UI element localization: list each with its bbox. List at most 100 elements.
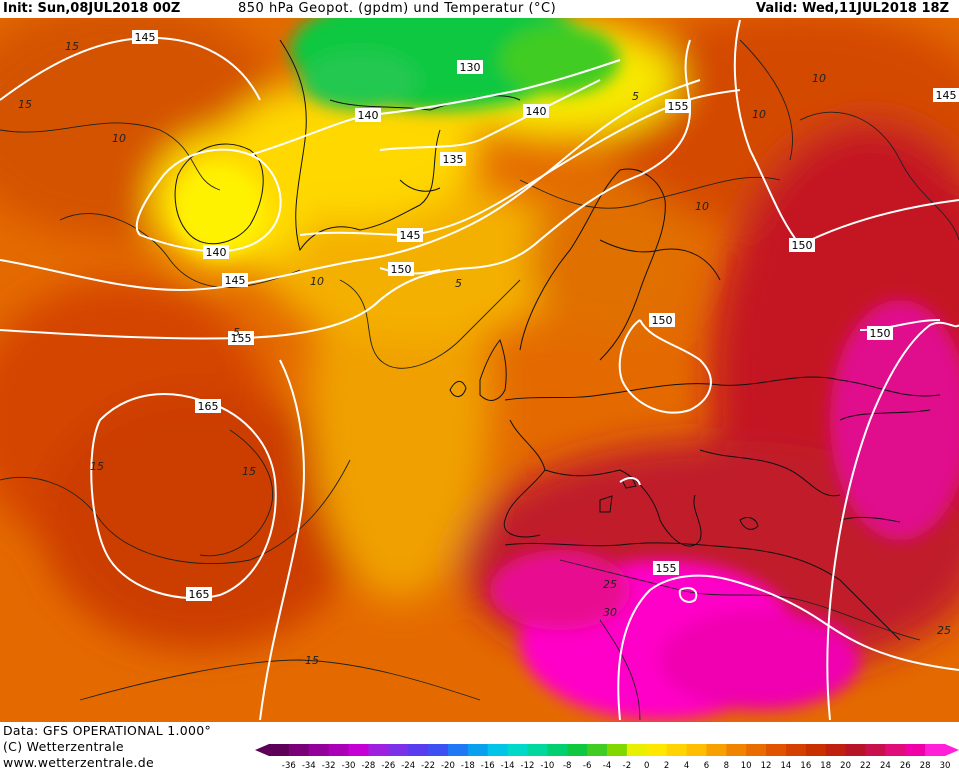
colorbar-tick-label: -32 bbox=[322, 761, 336, 770]
colorbar-tick-label: 12 bbox=[761, 761, 772, 770]
colorbar-left-arrow bbox=[255, 744, 269, 756]
colorbar-ticks: -36 -34 -32 -30 -28 -26 -24 -22 -20 -18 -16 -14 -12-… bbox=[282, 761, 951, 770]
init-time: Init: Sun,08JUL2018 00Z bbox=[3, 1, 181, 16]
geopotential-label: 140 bbox=[203, 245, 229, 259]
colorbar-tick-label: -22 bbox=[421, 761, 435, 770]
colorbar-tick-label: 30 bbox=[940, 761, 951, 770]
temperature-label: 10 bbox=[812, 72, 826, 85]
geopotential-label: 150 bbox=[388, 262, 414, 276]
colorbar-swatch bbox=[845, 744, 866, 756]
geopotential-isohypses bbox=[0, 19, 959, 721]
geopotential-label: 150 bbox=[789, 238, 815, 252]
temperature-label: 15 bbox=[305, 654, 319, 667]
valid-time: Valid: Wed,11JUL2018 18Z bbox=[756, 1, 949, 16]
temperature-label: 30 bbox=[603, 606, 617, 619]
copyright-text: (C) Wetterzentrale bbox=[3, 739, 124, 754]
colorbar-tick-label: 14 bbox=[781, 761, 792, 770]
svg-text:155: 155 bbox=[231, 332, 252, 345]
temperature-label: 25 bbox=[937, 624, 951, 637]
svg-text:130: 130 bbox=[460, 61, 481, 74]
geopotential-label: 145 bbox=[397, 228, 423, 242]
colorbar-tick-label: 24 bbox=[880, 761, 891, 770]
colorbar-swatch bbox=[825, 744, 847, 756]
geopotential-label: 165 bbox=[186, 587, 212, 601]
colorbar-swatch bbox=[905, 744, 926, 756]
colorbar-tick-label: 10 bbox=[741, 761, 752, 770]
geopotential-label: 150 bbox=[649, 313, 675, 327]
geopotential-label: 165 bbox=[195, 399, 221, 413]
colorbar-tick-label: 4 bbox=[684, 761, 689, 770]
colorbar-tick-label: 20 bbox=[840, 761, 851, 770]
colorbar-tick-label: 26 bbox=[900, 761, 911, 770]
colorbar-tick-label: -24 bbox=[401, 761, 415, 770]
temperature-label: 5 bbox=[455, 277, 462, 290]
geopotential-label: 145 bbox=[132, 30, 158, 44]
temperature-label: 10 bbox=[112, 132, 126, 145]
geopotential-label-group: 145 130 140 140 155 135 145 150 140 145 … bbox=[132, 30, 959, 601]
colorbar-tick-label: 2 bbox=[664, 761, 669, 770]
temperature-colorbar: -36 -34 -32 -30 -28 -26 -24 -22 -20 -18 -16 -14 -12-… bbox=[255, 744, 959, 770]
colorbar-tick-label: 18 bbox=[820, 761, 831, 770]
temperature-label: 5 bbox=[233, 326, 240, 339]
geopotential-label: 140 bbox=[355, 108, 381, 122]
temperature-label: 10 bbox=[310, 275, 324, 288]
colorbar-tick-label: -26 bbox=[381, 761, 395, 770]
colorbar-tick-label: -14 bbox=[501, 761, 515, 770]
colorbar-swatch bbox=[269, 744, 290, 756]
website-url: www.wetterzentrale.de bbox=[3, 755, 154, 770]
colorbar-tick-label: 28 bbox=[920, 761, 931, 770]
weather-map: 145 130 140 140 155 135 145 150 140 145 … bbox=[0, 18, 959, 722]
svg-text:145: 145 bbox=[225, 274, 246, 287]
colorbar-swatches bbox=[255, 744, 959, 756]
colorbar-swatch bbox=[925, 744, 946, 756]
colorbar-swatch bbox=[726, 744, 747, 756]
colorbar-swatch bbox=[368, 744, 389, 756]
colorbar-swatch bbox=[885, 744, 906, 756]
colorbar-swatch bbox=[587, 744, 608, 756]
temperature-label: 10 bbox=[695, 200, 709, 213]
geopotential-label: 140 bbox=[523, 104, 549, 118]
svg-text:145: 145 bbox=[936, 89, 957, 102]
colorbar-swatch bbox=[666, 744, 688, 756]
colorbar-swatch bbox=[288, 744, 310, 756]
colorbar-tick-label: 16 bbox=[800, 761, 811, 770]
colorbar-swatch bbox=[706, 744, 727, 756]
colorbar-swatch bbox=[428, 744, 449, 756]
svg-text:150: 150 bbox=[870, 327, 891, 340]
svg-text:140: 140 bbox=[206, 246, 227, 259]
temperature-isotherms bbox=[0, 39, 959, 721]
colorbar-swatch bbox=[607, 744, 628, 756]
colorbar-right-arrow bbox=[945, 744, 959, 756]
temperature-label: 15 bbox=[242, 465, 256, 478]
colorbar-swatch bbox=[507, 744, 528, 756]
svg-text:145: 145 bbox=[400, 229, 421, 242]
geopotential-label: 145 bbox=[222, 273, 248, 287]
geopotential-label: 130 bbox=[457, 60, 483, 74]
chart-title: 850 hPa Geopot. (gpdm) und Temperatur (°… bbox=[238, 1, 557, 16]
colorbar-swatch bbox=[785, 744, 807, 756]
svg-text:165: 165 bbox=[198, 400, 219, 413]
geopotential-label: 155 bbox=[228, 331, 254, 345]
colorbar-tick-label: 8 bbox=[724, 761, 729, 770]
colorbar-tick-label: -6 bbox=[583, 761, 591, 770]
colorbar-tick-label: -30 bbox=[342, 761, 356, 770]
svg-text:150: 150 bbox=[652, 314, 673, 327]
geopotential-label: 135 bbox=[440, 152, 466, 166]
temperature-label-group: 15 15 10 10 10 5 5 10 10 5 15 15 15 25 3… bbox=[18, 40, 951, 667]
temperature-label: 5 bbox=[632, 90, 639, 103]
colorbar-swatch bbox=[348, 744, 369, 756]
svg-text:145: 145 bbox=[135, 31, 156, 44]
colorbar-tick-label: -12 bbox=[521, 761, 535, 770]
colorbar-tick-label: -36 bbox=[282, 761, 296, 770]
temperature-label: 15 bbox=[18, 98, 32, 111]
colorbar-swatch bbox=[567, 744, 588, 756]
colorbar-swatch bbox=[547, 744, 568, 756]
svg-text:155: 155 bbox=[668, 100, 689, 113]
colorbar-swatch bbox=[328, 744, 350, 756]
colorbar-swatch bbox=[467, 744, 489, 756]
colorbar-swatch bbox=[686, 744, 707, 756]
colorbar-tick-label: -2 bbox=[623, 761, 631, 770]
svg-text:140: 140 bbox=[358, 109, 379, 122]
colorbar-tick-label: -8 bbox=[563, 761, 571, 770]
temperature-label: 10 bbox=[752, 108, 766, 121]
